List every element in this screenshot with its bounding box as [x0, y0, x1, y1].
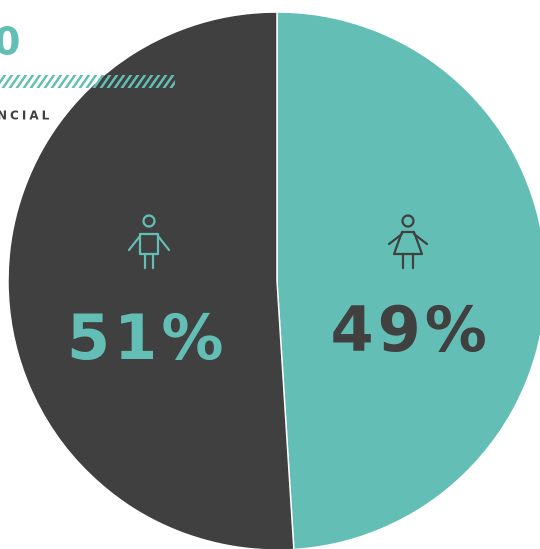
slice: [7, 11, 295, 549]
male-icon: [127, 214, 171, 270]
slice: [276, 11, 540, 549]
value-label: 49%: [331, 293, 491, 366]
female-icon: [387, 214, 429, 270]
value-label: 51%: [67, 301, 227, 374]
title: 0: [0, 20, 20, 64]
pie: [7, 11, 540, 549]
hatch-bar: [0, 75, 175, 88]
subtitle: NCIAL: [0, 109, 52, 123]
